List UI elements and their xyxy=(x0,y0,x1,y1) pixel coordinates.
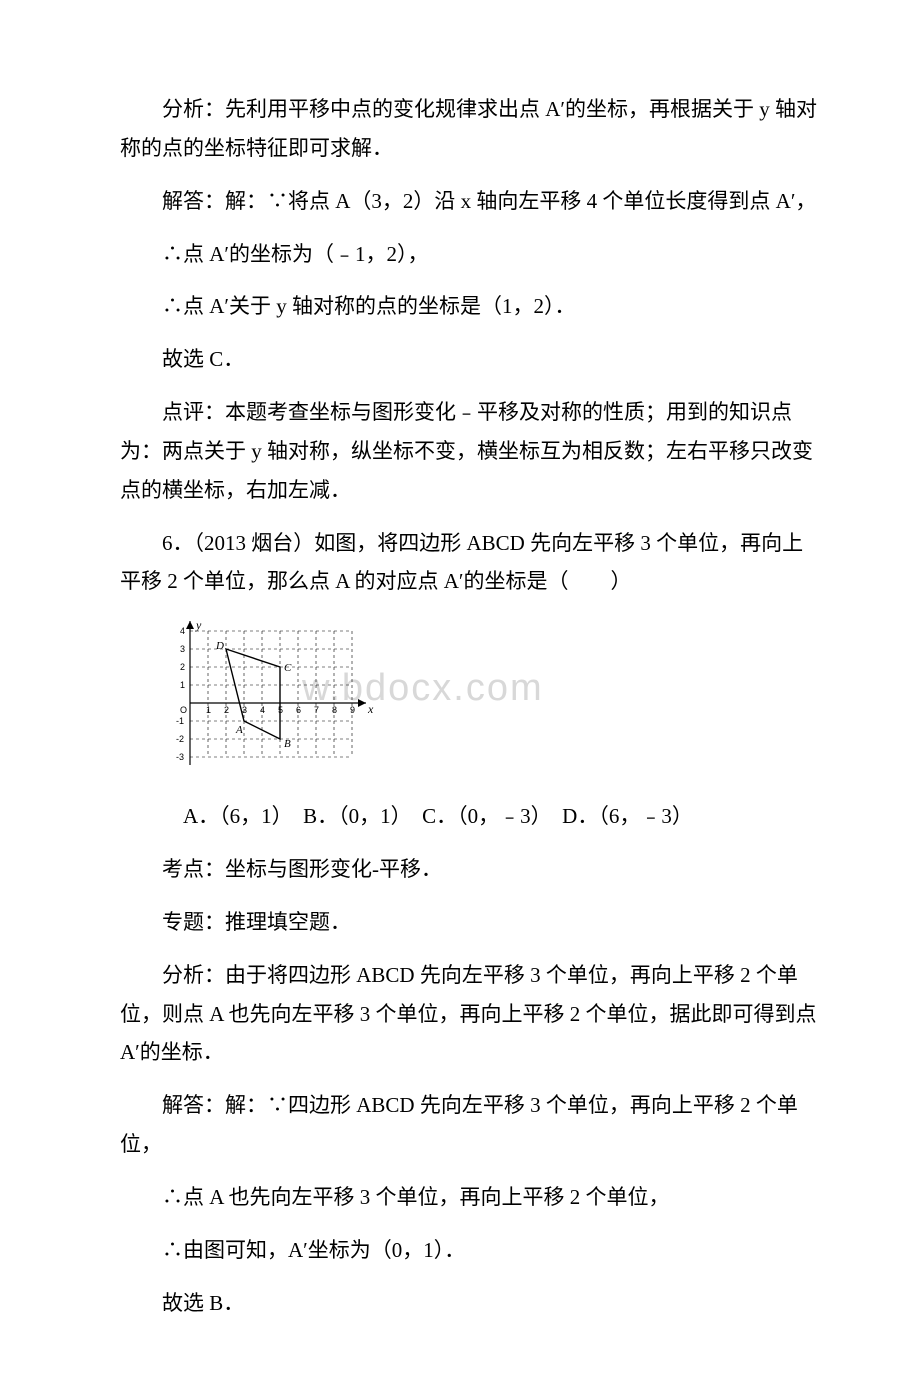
y-tick-n2: -2 xyxy=(176,734,184,744)
figure-wrap: w.bdocx.com O 1 2 3 4 5 6 xyxy=(162,615,820,783)
x-tick-2: 2 xyxy=(224,705,229,715)
x-tick-1: 1 xyxy=(206,705,211,715)
test-point-q6: 考点：坐标与图形变化-平移． xyxy=(120,850,820,889)
x-tick-9: 9 xyxy=(350,705,355,715)
pt-D: D xyxy=(215,640,224,652)
comment-q5: 点评：本题考查坐标与图形变化﹣平移及对称的性质；用到的知识点为：两点关于 y 轴… xyxy=(120,393,820,510)
analysis-q5: 分析：先利用平移中点的变化规律求出点 A′的坐标，再根据关于 y 轴对称的点的坐… xyxy=(120,90,820,168)
coordinate-figure: O 1 2 3 4 5 6 7 8 9 1 2 3 4 -1 -2 -3 x y… xyxy=(162,615,392,770)
y-tick-3: 3 xyxy=(180,644,185,654)
x-axis-label: x xyxy=(367,702,374,716)
y-tick-2: 2 xyxy=(180,662,185,672)
question-6-options: A．（6，1） B．（0，1） C．（0，﹣3） D．（6，﹣3） xyxy=(120,797,820,836)
solution-q6-answer: 故选 B． xyxy=(120,1284,820,1323)
x-tick-4: 4 xyxy=(260,705,265,715)
topic-q6: 专题：推理填空题． xyxy=(120,903,820,942)
solution-q6-step2: ∴由图可知，A′坐标为（0，1）． xyxy=(120,1231,820,1270)
pt-B: B xyxy=(284,738,291,750)
solution-q6-step1: ∴点 A 也先向左平移 3 个单位，再向上平移 2 个单位， xyxy=(120,1178,820,1217)
y-axis-label: y xyxy=(195,618,202,632)
y-tick-n3: -3 xyxy=(176,752,184,762)
y-tick-n1: -1 xyxy=(176,716,184,726)
solution-q5-step2: ∴点 A′关于 y 轴对称的点的坐标是（1，2）． xyxy=(120,287,820,326)
y-tick-4: 4 xyxy=(180,626,185,636)
y-tick-1: 1 xyxy=(180,680,185,690)
pt-C: C xyxy=(284,662,292,674)
solution-q6-intro: 解答：解：∵四边形 ABCD 先向左平移 3 个单位，再向上平移 2 个单位， xyxy=(120,1086,820,1164)
origin-label: O xyxy=(180,705,187,715)
analysis-q6: 分析：由于将四边形 ABCD 先向左平移 3 个单位，再向上平移 2 个单位，则… xyxy=(120,956,820,1073)
question-6-stem: 6．（2013 烟台）如图，将四边形 ABCD 先向左平移 3 个单位，再向上平… xyxy=(120,524,820,602)
x-tick-7: 7 xyxy=(314,705,319,715)
x-tick-8: 8 xyxy=(332,705,337,715)
solution-q5-answer: 故选 C． xyxy=(120,340,820,379)
solution-q5-intro: 解答：解：∵将点 A（3，2）沿 x 轴向左平移 4 个单位长度得到点 A′， xyxy=(120,182,820,221)
x-tick-6: 6 xyxy=(296,705,301,715)
solution-q5-step1: ∴点 A′的坐标为（﹣1，2）， xyxy=(120,235,820,274)
pt-A: A xyxy=(235,724,243,736)
